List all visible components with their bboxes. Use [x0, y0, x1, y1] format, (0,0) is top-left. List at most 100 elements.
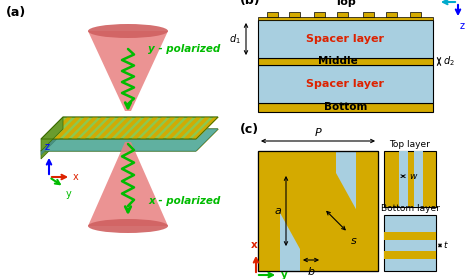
FancyBboxPatch shape	[258, 151, 332, 173]
FancyBboxPatch shape	[384, 151, 436, 207]
FancyBboxPatch shape	[258, 20, 433, 58]
FancyBboxPatch shape	[384, 232, 436, 240]
Text: (a): (a)	[6, 6, 26, 19]
Text: z: z	[45, 142, 49, 152]
Text: (c): (c)	[240, 123, 259, 136]
FancyBboxPatch shape	[356, 151, 378, 271]
Ellipse shape	[88, 24, 168, 38]
Polygon shape	[174, 117, 201, 139]
Text: y: y	[281, 270, 288, 279]
FancyBboxPatch shape	[258, 151, 336, 173]
Polygon shape	[97, 117, 124, 139]
Polygon shape	[131, 117, 159, 139]
Text: y: y	[66, 189, 72, 199]
Text: P: P	[315, 128, 321, 138]
FancyBboxPatch shape	[300, 249, 378, 271]
FancyBboxPatch shape	[290, 12, 301, 17]
FancyBboxPatch shape	[258, 17, 433, 20]
Polygon shape	[123, 117, 150, 139]
Polygon shape	[97, 129, 124, 151]
Polygon shape	[80, 129, 107, 151]
Text: w: w	[410, 172, 417, 181]
FancyBboxPatch shape	[399, 151, 408, 207]
FancyBboxPatch shape	[337, 12, 348, 17]
Polygon shape	[63, 129, 90, 151]
FancyBboxPatch shape	[356, 151, 378, 271]
Text: $d_2$: $d_2$	[443, 55, 455, 68]
Polygon shape	[149, 129, 176, 151]
FancyBboxPatch shape	[258, 151, 280, 271]
Polygon shape	[191, 117, 219, 139]
Polygon shape	[80, 117, 107, 139]
Polygon shape	[166, 117, 193, 139]
Text: Bottom layer: Bottom layer	[381, 204, 439, 213]
Polygon shape	[140, 129, 167, 151]
FancyBboxPatch shape	[304, 249, 378, 271]
Polygon shape	[183, 117, 210, 139]
Polygon shape	[41, 129, 63, 159]
FancyBboxPatch shape	[258, 58, 433, 65]
Text: Spacer layer: Spacer layer	[307, 34, 384, 44]
FancyBboxPatch shape	[384, 215, 436, 271]
Text: (b): (b)	[240, 0, 261, 7]
Polygon shape	[174, 129, 201, 151]
Polygon shape	[54, 117, 81, 139]
Polygon shape	[114, 117, 141, 139]
Polygon shape	[157, 117, 184, 139]
Text: x: x	[73, 172, 79, 182]
Polygon shape	[41, 129, 218, 151]
Text: s: s	[351, 235, 357, 246]
Ellipse shape	[88, 219, 168, 233]
Polygon shape	[106, 129, 133, 151]
Text: y - polarized: y - polarized	[148, 44, 220, 54]
Text: z: z	[460, 21, 465, 31]
Text: Spacer layer: Spacer layer	[307, 79, 384, 89]
FancyBboxPatch shape	[384, 251, 436, 259]
Polygon shape	[183, 129, 210, 151]
Polygon shape	[71, 129, 98, 151]
Polygon shape	[157, 129, 184, 151]
FancyBboxPatch shape	[258, 151, 378, 271]
Polygon shape	[46, 117, 73, 139]
Polygon shape	[88, 129, 116, 151]
FancyBboxPatch shape	[314, 12, 325, 17]
Text: Middle: Middle	[318, 57, 357, 66]
Polygon shape	[63, 117, 90, 139]
Text: Top layer: Top layer	[390, 140, 430, 149]
Polygon shape	[131, 129, 159, 151]
Polygon shape	[41, 129, 63, 155]
FancyBboxPatch shape	[410, 12, 421, 17]
Polygon shape	[71, 117, 98, 139]
FancyBboxPatch shape	[258, 65, 433, 103]
Text: t: t	[443, 241, 447, 250]
FancyBboxPatch shape	[258, 151, 280, 271]
Polygon shape	[191, 129, 219, 151]
Text: b: b	[308, 267, 315, 277]
Polygon shape	[106, 117, 133, 139]
Text: a: a	[274, 206, 281, 216]
Text: Top: Top	[335, 0, 356, 7]
Polygon shape	[166, 129, 193, 151]
FancyBboxPatch shape	[363, 12, 374, 17]
Polygon shape	[149, 117, 176, 139]
Text: x - polarized: x - polarized	[148, 196, 220, 206]
Polygon shape	[41, 129, 218, 151]
FancyBboxPatch shape	[386, 12, 397, 17]
Polygon shape	[41, 117, 63, 151]
FancyBboxPatch shape	[414, 151, 423, 207]
Polygon shape	[114, 129, 141, 151]
Text: x: x	[251, 240, 257, 250]
Polygon shape	[41, 117, 218, 139]
FancyBboxPatch shape	[258, 103, 433, 112]
Polygon shape	[123, 129, 150, 151]
Polygon shape	[140, 117, 167, 139]
Polygon shape	[88, 117, 116, 139]
Polygon shape	[54, 129, 81, 151]
Text: Bottom: Bottom	[324, 102, 367, 112]
Polygon shape	[88, 142, 168, 226]
Polygon shape	[258, 151, 378, 271]
Polygon shape	[88, 31, 168, 111]
Polygon shape	[46, 129, 73, 151]
FancyBboxPatch shape	[267, 12, 278, 17]
Text: $d_1$: $d_1$	[229, 32, 241, 46]
